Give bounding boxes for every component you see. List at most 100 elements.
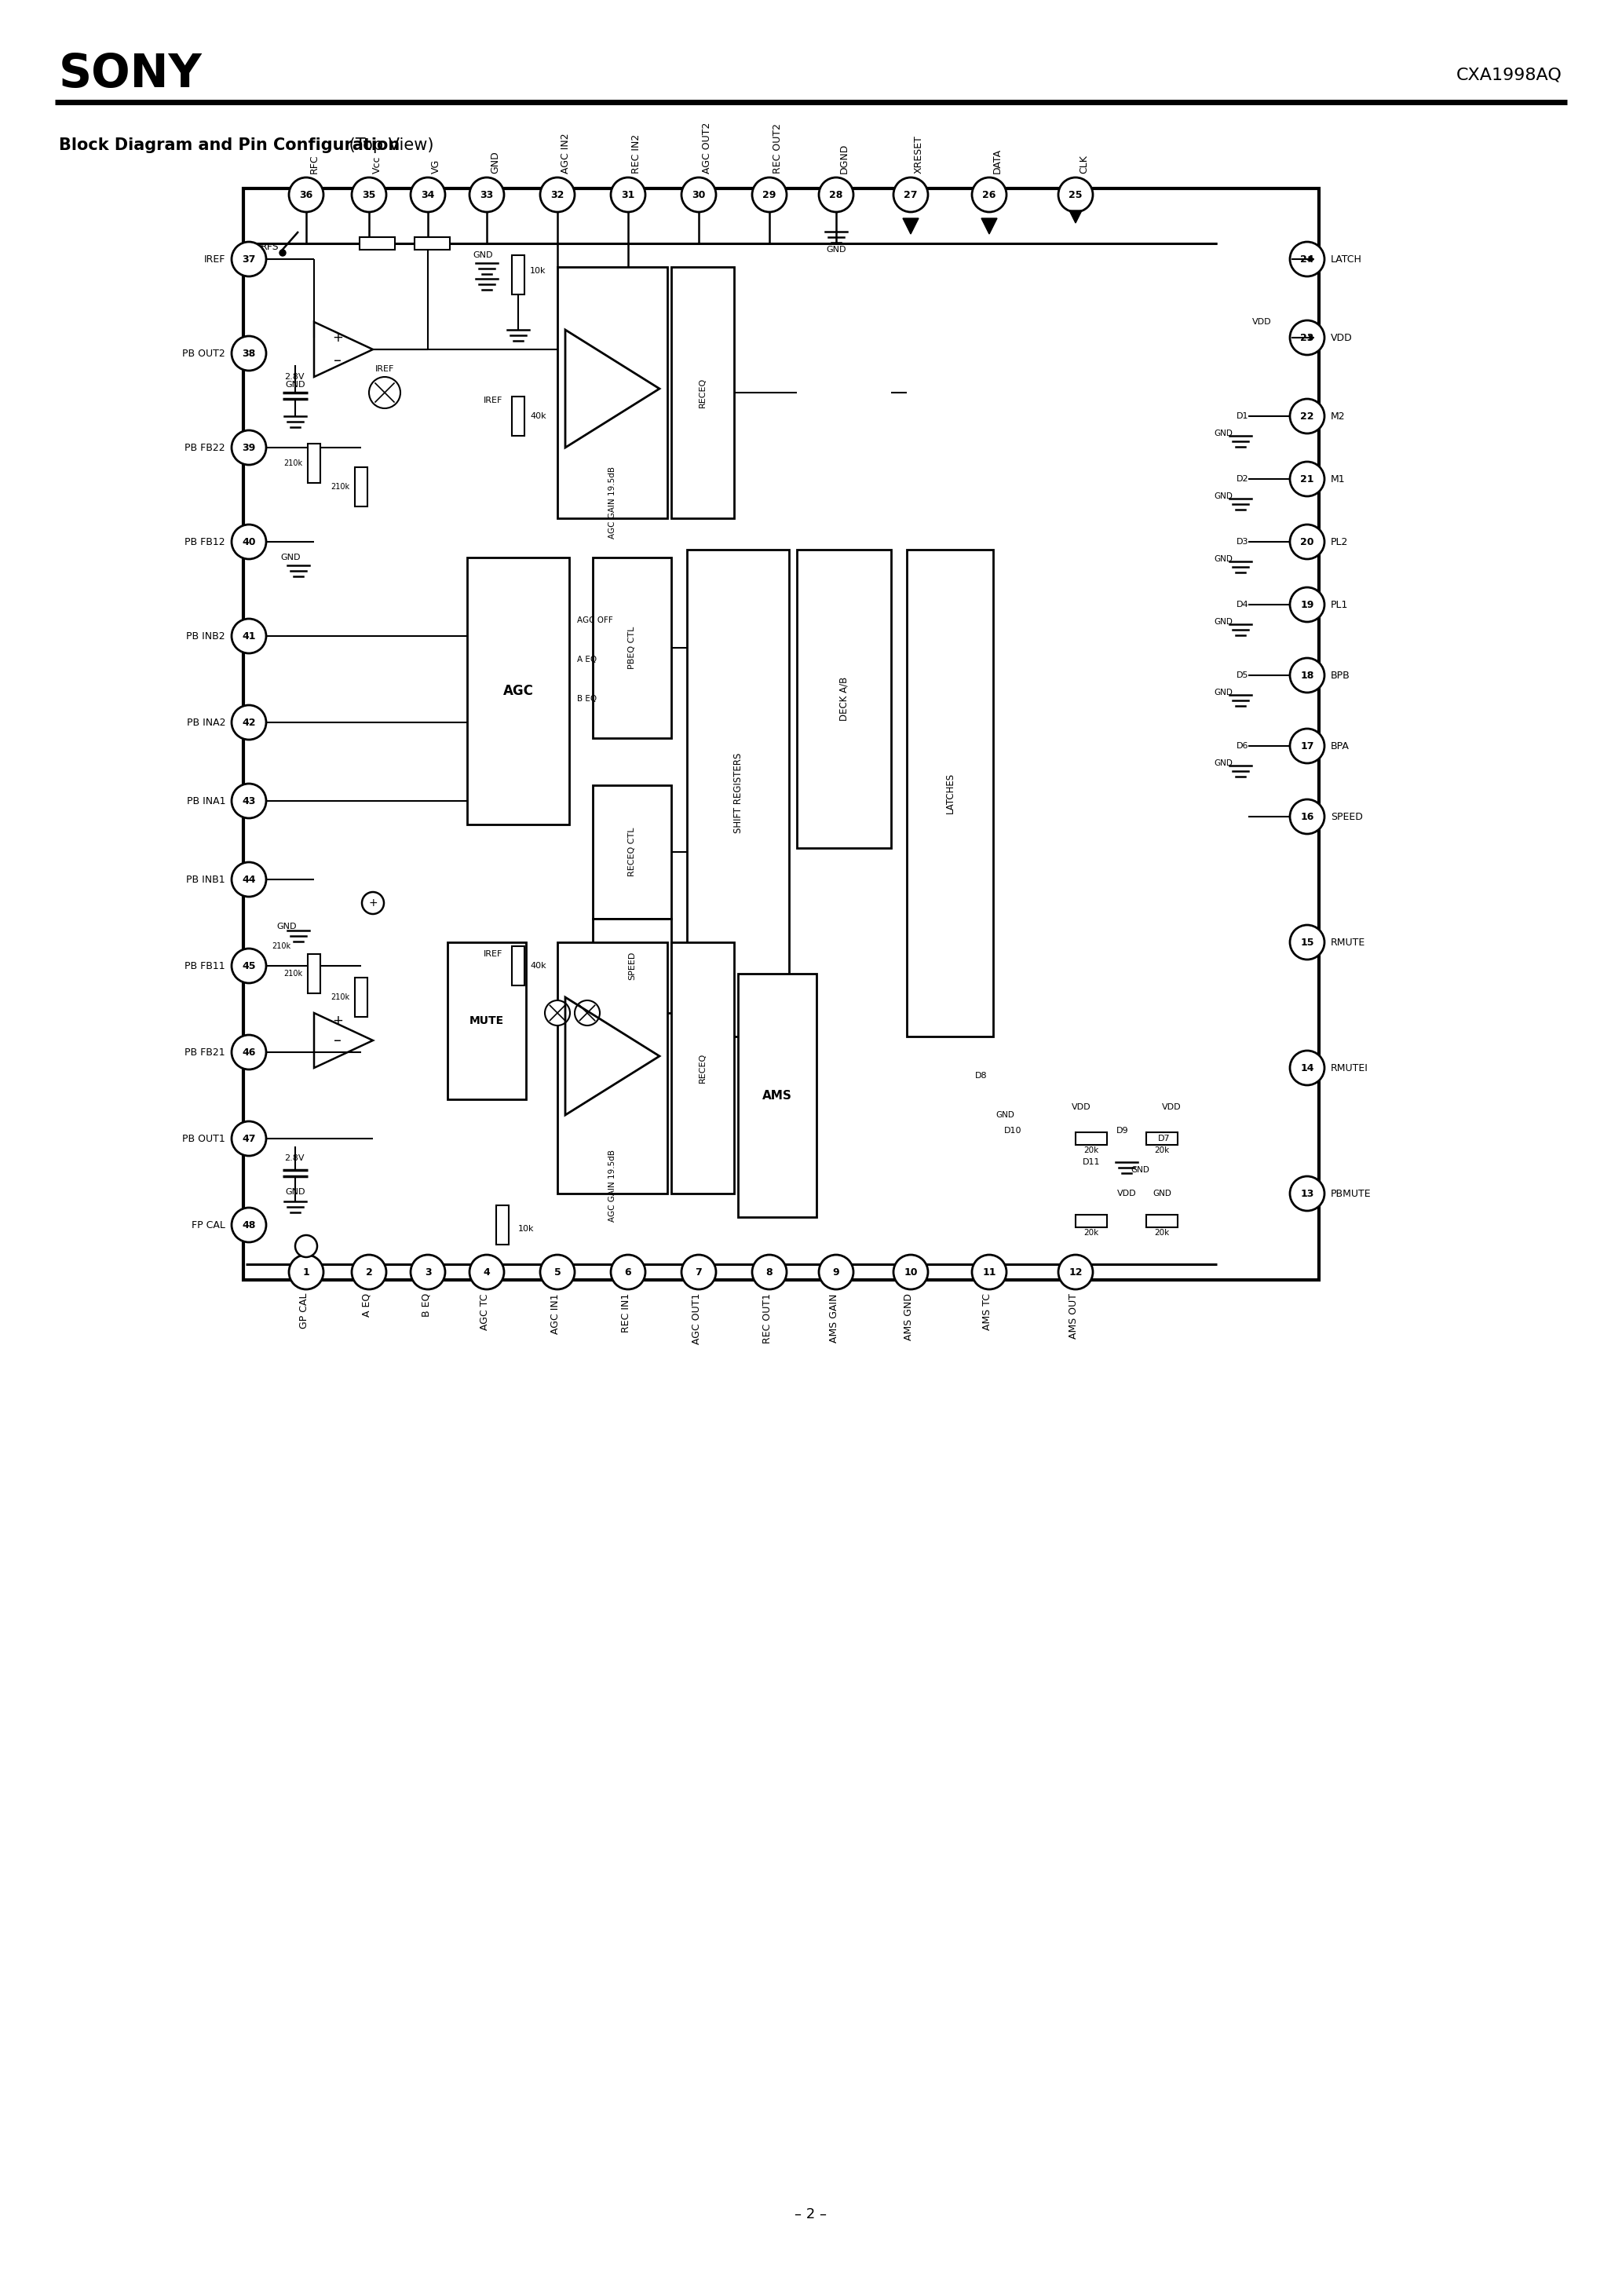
Text: VG: VG bbox=[431, 158, 441, 174]
Text: AGC OUT1: AGC OUT1 bbox=[691, 1293, 702, 1345]
Circle shape bbox=[279, 250, 285, 255]
Text: D7: D7 bbox=[1158, 1134, 1169, 1143]
Circle shape bbox=[352, 177, 386, 211]
Text: 21: 21 bbox=[1301, 473, 1314, 484]
Text: D10: D10 bbox=[1004, 1127, 1022, 1134]
Bar bbox=[738, 974, 816, 1217]
Circle shape bbox=[352, 1256, 386, 1290]
Bar bbox=[1075, 1215, 1106, 1228]
Text: 40: 40 bbox=[242, 537, 256, 546]
Text: IREF: IREF bbox=[204, 255, 225, 264]
Circle shape bbox=[1289, 1176, 1325, 1210]
Text: 27: 27 bbox=[903, 191, 918, 200]
Text: Block Diagram and Pin Configuration: Block Diagram and Pin Configuration bbox=[58, 138, 399, 154]
Circle shape bbox=[232, 335, 266, 370]
Text: 44: 44 bbox=[242, 875, 256, 884]
Text: RECEQ CTL: RECEQ CTL bbox=[628, 827, 636, 877]
Text: XRESET: XRESET bbox=[913, 135, 925, 174]
Text: 20k: 20k bbox=[1155, 1146, 1169, 1155]
Circle shape bbox=[1289, 588, 1325, 622]
Circle shape bbox=[819, 1256, 853, 1290]
Text: GND: GND bbox=[1131, 1166, 1150, 1173]
Bar bbox=[1147, 1215, 1178, 1228]
Circle shape bbox=[972, 177, 1007, 211]
Text: VDD: VDD bbox=[1118, 1189, 1137, 1199]
Text: SPEED: SPEED bbox=[628, 951, 636, 980]
Circle shape bbox=[1289, 659, 1325, 693]
Text: 20k: 20k bbox=[1083, 1146, 1098, 1155]
Circle shape bbox=[362, 893, 384, 914]
Circle shape bbox=[469, 177, 504, 211]
Text: SHIFT REGISTERS: SHIFT REGISTERS bbox=[733, 753, 743, 833]
Bar bbox=[513, 397, 524, 436]
Bar bbox=[496, 1205, 509, 1244]
Text: 15: 15 bbox=[1301, 937, 1314, 948]
Text: PB FB12: PB FB12 bbox=[185, 537, 225, 546]
Circle shape bbox=[232, 948, 266, 983]
Circle shape bbox=[681, 1256, 715, 1290]
Text: – 2 –: – 2 – bbox=[795, 2206, 827, 2223]
Polygon shape bbox=[1069, 211, 1082, 223]
Text: AMS TC: AMS TC bbox=[983, 1293, 993, 1329]
Circle shape bbox=[289, 1256, 323, 1290]
Bar bbox=[448, 941, 526, 1100]
Text: GND: GND bbox=[1213, 491, 1233, 501]
Text: LATCH: LATCH bbox=[1330, 255, 1362, 264]
Text: AGC GAIN 19.5dB: AGC GAIN 19.5dB bbox=[608, 466, 616, 540]
Text: 14: 14 bbox=[1301, 1063, 1314, 1072]
Bar bbox=[1075, 1132, 1106, 1146]
Circle shape bbox=[1289, 321, 1325, 356]
Text: 16: 16 bbox=[1301, 810, 1314, 822]
Text: GP CAL: GP CAL bbox=[298, 1293, 310, 1329]
Text: 28: 28 bbox=[829, 191, 843, 200]
Text: REC OUT1: REC OUT1 bbox=[762, 1293, 772, 1343]
Bar bbox=[688, 549, 788, 1035]
Text: 37: 37 bbox=[242, 255, 256, 264]
Bar bbox=[592, 918, 672, 1013]
Text: PB FB11: PB FB11 bbox=[185, 960, 225, 971]
Bar bbox=[467, 558, 569, 824]
Circle shape bbox=[368, 377, 401, 409]
Text: PL1: PL1 bbox=[1330, 599, 1348, 611]
Text: 19: 19 bbox=[1301, 599, 1314, 611]
Text: GND: GND bbox=[1213, 429, 1233, 436]
Text: AGC IN2: AGC IN2 bbox=[561, 133, 571, 174]
Circle shape bbox=[894, 177, 928, 211]
Bar bbox=[513, 255, 524, 294]
Bar bbox=[513, 946, 524, 985]
Text: CXA1998AQ: CXA1998AQ bbox=[1457, 67, 1562, 83]
Text: AGC TC: AGC TC bbox=[480, 1293, 490, 1329]
Circle shape bbox=[611, 177, 646, 211]
Text: PBMUTE: PBMUTE bbox=[1330, 1189, 1371, 1199]
Circle shape bbox=[232, 1120, 266, 1155]
Bar bbox=[592, 785, 672, 918]
Text: PB OUT2: PB OUT2 bbox=[182, 349, 225, 358]
Text: 3: 3 bbox=[425, 1267, 431, 1277]
Text: DATA: DATA bbox=[993, 149, 1002, 174]
Text: 40k: 40k bbox=[530, 413, 547, 420]
Bar bbox=[355, 978, 368, 1017]
Circle shape bbox=[1289, 1052, 1325, 1086]
Bar bbox=[308, 443, 320, 482]
Circle shape bbox=[540, 177, 574, 211]
Text: 47: 47 bbox=[242, 1134, 256, 1143]
Text: 38: 38 bbox=[242, 349, 256, 358]
Circle shape bbox=[819, 177, 853, 211]
Bar bbox=[592, 558, 672, 737]
Text: REC OUT2: REC OUT2 bbox=[772, 124, 783, 174]
Circle shape bbox=[295, 1235, 318, 1258]
Text: DECK A/B: DECK A/B bbox=[839, 677, 848, 721]
Circle shape bbox=[1289, 241, 1325, 276]
Text: REC IN1: REC IN1 bbox=[621, 1293, 631, 1332]
Text: VDD: VDD bbox=[1161, 1104, 1181, 1111]
Text: 29: 29 bbox=[762, 191, 777, 200]
Text: 6: 6 bbox=[624, 1267, 631, 1277]
Text: 22: 22 bbox=[1301, 411, 1314, 420]
Circle shape bbox=[410, 177, 444, 211]
Text: BPA: BPA bbox=[1330, 742, 1350, 751]
Text: 5: 5 bbox=[555, 1267, 561, 1277]
Text: 41: 41 bbox=[242, 631, 256, 641]
Text: RFS: RFS bbox=[260, 243, 279, 253]
Text: D5: D5 bbox=[1236, 670, 1249, 680]
Text: GND: GND bbox=[285, 381, 305, 388]
